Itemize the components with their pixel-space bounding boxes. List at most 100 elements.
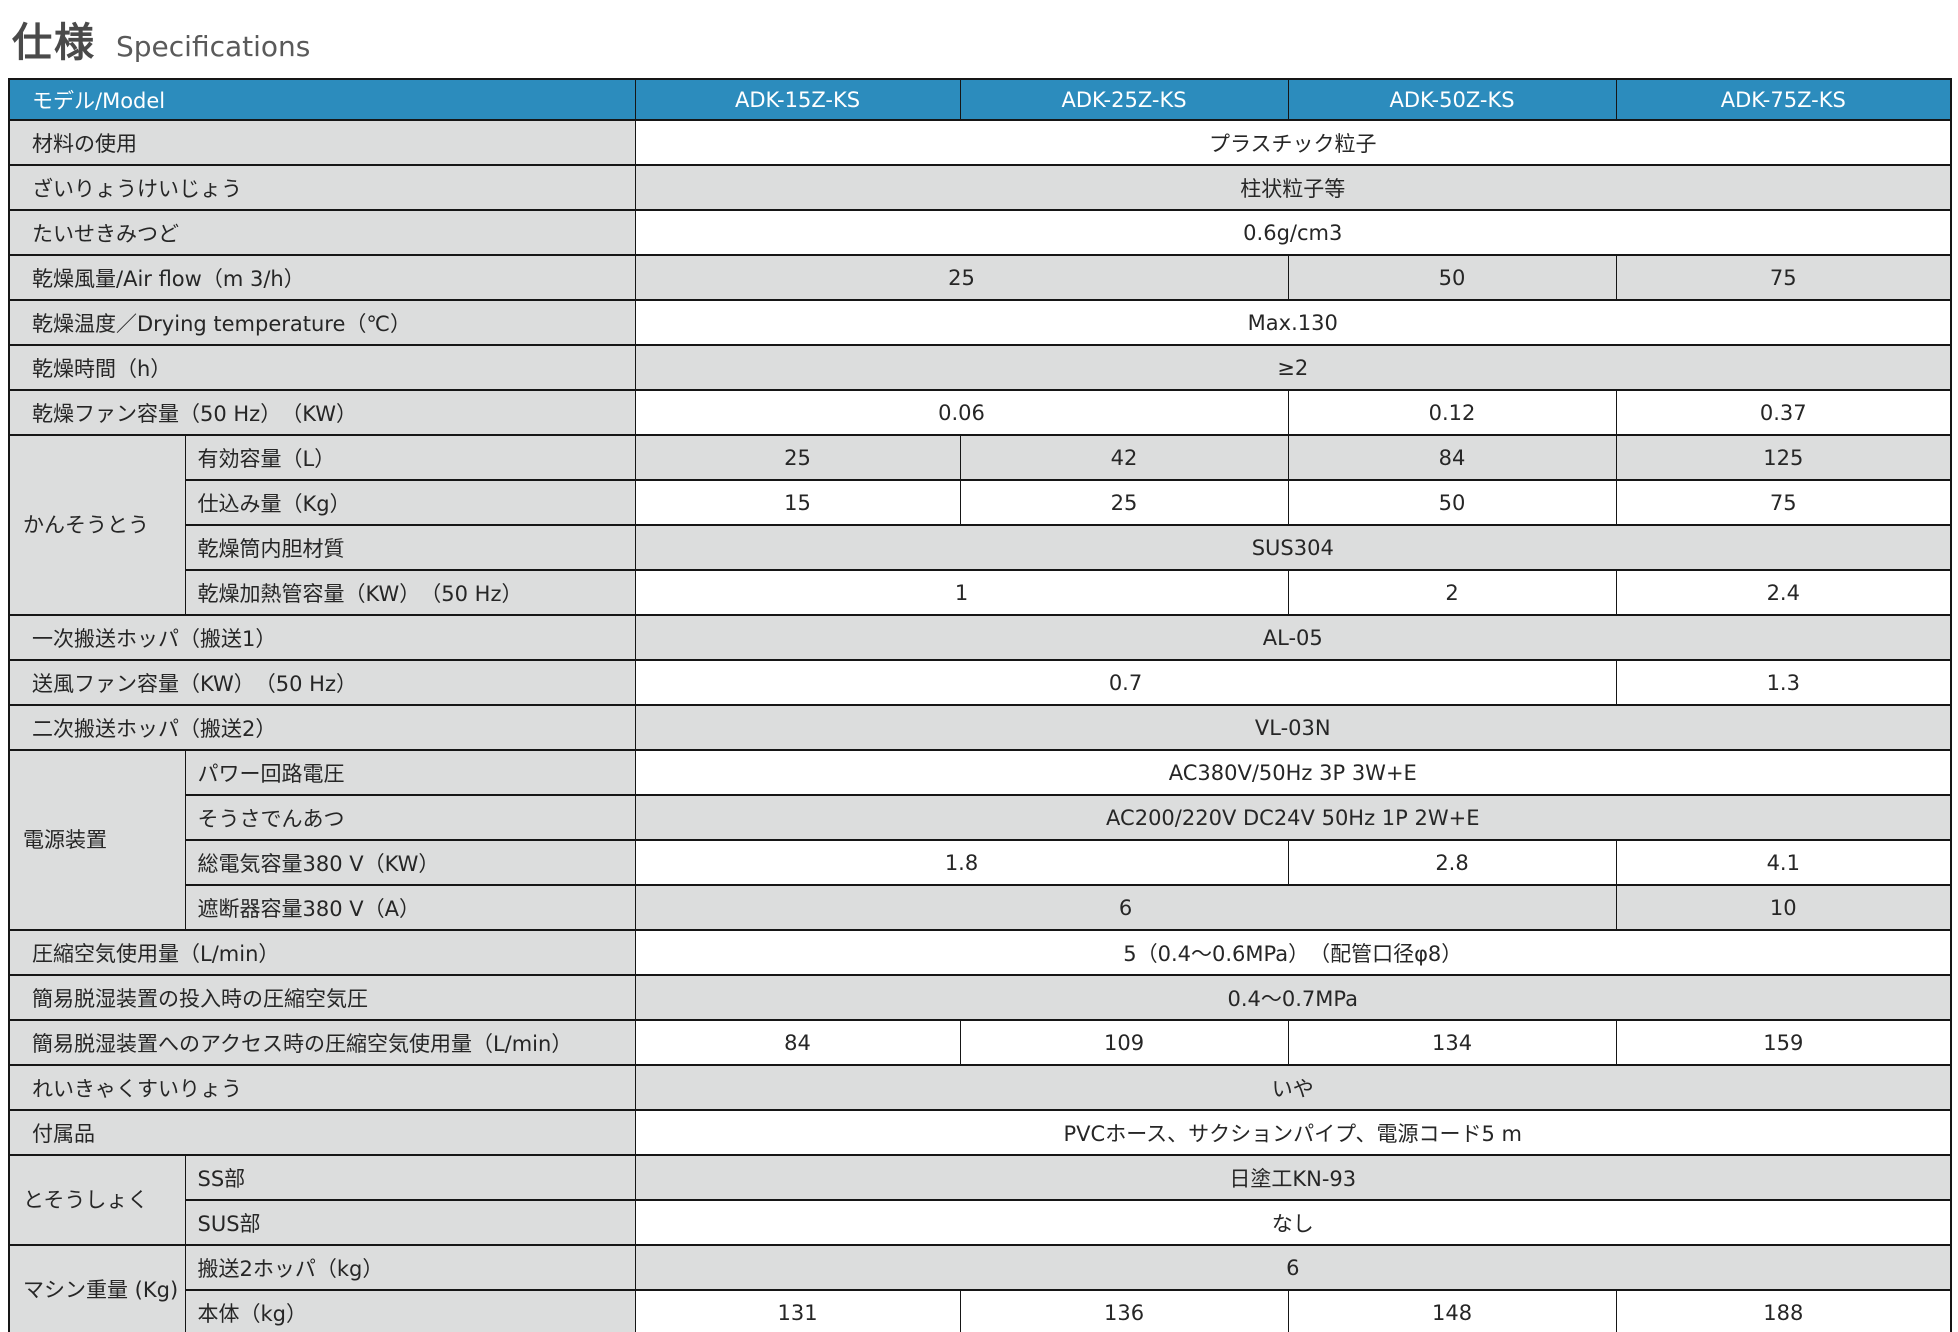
spec-value: 75	[1615, 479, 1952, 526]
model-column-header: ADK-25Z-KS	[959, 78, 1289, 121]
spec-value: 5（0.4～0.6MPa） （配管口径φ8）	[634, 929, 1952, 976]
table-row: たいせきみつど 0.6g/cm3	[8, 209, 1952, 256]
table-row: かんそうとう 有効容量（L） 25 42 84 125	[8, 434, 1952, 616]
spec-value: 188	[1615, 1289, 1952, 1332]
spec-value: 159	[1615, 1019, 1952, 1066]
table-row: れいきゃくすいりょう いや	[8, 1064, 1952, 1111]
model-column-header: ADK-15Z-KS	[634, 78, 961, 121]
spec-value: VL-03N	[634, 704, 1952, 751]
model-column-header: ADK-50Z-KS	[1287, 78, 1617, 121]
spec-value: 柱状粒子等	[634, 164, 1952, 211]
spec-value: 50	[1287, 479, 1617, 526]
sub-row-label: そうさでんあつ	[184, 794, 636, 841]
spec-value: 42	[959, 434, 1289, 481]
spec-value: 0.06	[634, 389, 1289, 436]
sub-row-label: SS部	[184, 1154, 636, 1201]
table-row: 乾燥風量/Air flow（m 3/h） 25 50 75	[8, 254, 1952, 301]
spec-value: 148	[1287, 1289, 1617, 1332]
spec-value: 1	[634, 569, 1289, 616]
spec-value: ≥2	[634, 344, 1952, 391]
sub-row-label: 本体（kg）	[184, 1289, 636, 1332]
sub-row-label: SUS部	[184, 1199, 636, 1246]
sub-row-label: 遮断器容量380 V（A）	[184, 884, 636, 931]
table-row: 遮断器容量380 V（A） 6 10	[9, 884, 1952, 931]
spec-value: 0.4～0.7MPa	[634, 974, 1952, 1021]
spec-value: 4.1	[1615, 839, 1952, 886]
spec-value: いや	[634, 1064, 1952, 1111]
table-row: 送風ファン容量（KW） （50 Hz） 0.7 1.3	[8, 659, 1952, 706]
row-label: 付属品	[8, 1109, 636, 1156]
spec-value: プラスチック粒子	[634, 119, 1952, 166]
table-header-row: モデル/Model ADK-15Z-KS ADK-25Z-KS ADK-50Z-…	[8, 78, 1952, 121]
model-column-header: ADK-75Z-KS	[1615, 78, 1952, 121]
page-title-english: Specifications	[116, 30, 311, 63]
spec-value: PVCホース、サクションパイプ、電源コード5 m	[634, 1109, 1952, 1156]
row-label: ざいりょうけいじょう	[8, 164, 636, 211]
spec-value: Max.130	[634, 299, 1952, 346]
spec-value: 6	[634, 884, 1617, 931]
row-label: れいきゃくすいりょう	[8, 1064, 636, 1111]
spec-value: 25	[959, 479, 1289, 526]
sub-row-label: 総電気容量380 V（KW）	[184, 839, 636, 886]
spec-value: 136	[959, 1289, 1289, 1332]
spec-value: 6	[634, 1244, 1952, 1291]
table-row: ざいりょうけいじょう 柱状粒子等	[8, 164, 1952, 211]
spec-value: 0.6g/cm3	[634, 209, 1952, 256]
row-label: 材料の使用	[8, 119, 636, 166]
table-row: 一次搬送ホッパ（搬送1） AL-05	[8, 614, 1952, 661]
spec-value: 84	[634, 1019, 961, 1066]
spec-value: 131	[634, 1289, 961, 1332]
table-row: 材料の使用 プラスチック粒子	[8, 119, 1952, 166]
table-row: 仕込み量（Kg） 15 25 50 75	[9, 479, 1952, 526]
table-row: 乾燥加熱管容量（KW） （50 Hz） 1 2 2.4	[9, 569, 1952, 616]
spec-value: 75	[1615, 254, 1952, 301]
spec-value: 2	[1287, 569, 1617, 616]
spec-value: 125	[1615, 434, 1952, 481]
row-label: たいせきみつど	[8, 209, 636, 256]
row-label: 乾燥ファン容量（50 Hz） （KW）	[8, 389, 636, 436]
spec-value: 10	[1615, 884, 1952, 931]
spec-value: 2.4	[1615, 569, 1952, 616]
row-label: 二次搬送ホッパ（搬送2）	[8, 704, 636, 751]
table-row: 付属品 PVCホース、サクションパイプ、電源コード5 m	[8, 1109, 1952, 1156]
row-label: 簡易脱湿装置へのアクセス時の圧縮空気使用量（L/min）	[8, 1019, 636, 1066]
spec-value: 0.12	[1287, 389, 1617, 436]
spec-value: 15	[634, 479, 961, 526]
table-row: 簡易脱湿装置へのアクセス時の圧縮空気使用量（L/min） 84 109 134 …	[8, 1019, 1952, 1066]
table-row: 乾燥ファン容量（50 Hz） （KW） 0.06 0.12 0.37	[8, 389, 1952, 436]
group-label: マシン重量 (Kg)	[8, 1244, 186, 1332]
table-row: マシン重量 (Kg) 搬送2ホッパ（kg） 6	[8, 1244, 1952, 1332]
spec-value: 84	[1287, 434, 1617, 481]
row-label: 乾燥風量/Air flow（m 3/h）	[8, 254, 636, 301]
spec-value: 25	[634, 254, 1289, 301]
sub-row-label: 乾燥筒内胆材質	[184, 524, 636, 571]
row-label: 乾燥温度／Drying temperature（℃）	[8, 299, 636, 346]
row-label: 送風ファン容量（KW） （50 Hz）	[8, 659, 636, 706]
sub-row-label: 搬送2ホッパ（kg）	[184, 1244, 636, 1291]
group-label: 電源装置	[8, 749, 186, 931]
spec-value: SUS304	[634, 524, 1952, 571]
table-row: 総電気容量380 V（KW） 1.8 2.8 4.1	[9, 839, 1952, 886]
model-header-cell: モデル/Model	[8, 78, 636, 121]
spec-value: なし	[634, 1199, 1952, 1246]
sub-row-label: 乾燥加熱管容量（KW） （50 Hz）	[184, 569, 636, 616]
spec-value: 25	[634, 434, 961, 481]
table-row: そうさでんあつ AC200/220V DC24V 50Hz 1P 2W+E	[9, 794, 1952, 841]
table-row: 簡易脱湿装置の投入時の圧縮空気圧 0.4～0.7MPa	[8, 974, 1952, 1021]
table-row: 本体（kg） 131 136 148 188	[9, 1289, 1952, 1332]
page-title-japanese: 仕様	[12, 20, 96, 66]
spec-value: AC200/220V DC24V 50Hz 1P 2W+E	[634, 794, 1952, 841]
table-row: 圧縮空気使用量（L/min） 5（0.4～0.6MPa） （配管口径φ8）	[8, 929, 1952, 976]
spec-value: 109	[959, 1019, 1289, 1066]
spec-value: 1.8	[634, 839, 1289, 886]
table-row: 乾燥温度／Drying temperature（℃） Max.130	[8, 299, 1952, 346]
spec-value: 50	[1287, 254, 1617, 301]
table-row: 二次搬送ホッパ（搬送2） VL-03N	[8, 704, 1952, 751]
spec-value: 日塗工KN-93	[634, 1154, 1952, 1201]
spec-value: 134	[1287, 1019, 1617, 1066]
spec-value: AC380V/50Hz 3P 3W+E	[634, 749, 1952, 796]
group-label: とそうしょく	[8, 1154, 186, 1246]
spec-value: 0.37	[1615, 389, 1952, 436]
spec-value: 2.8	[1287, 839, 1617, 886]
